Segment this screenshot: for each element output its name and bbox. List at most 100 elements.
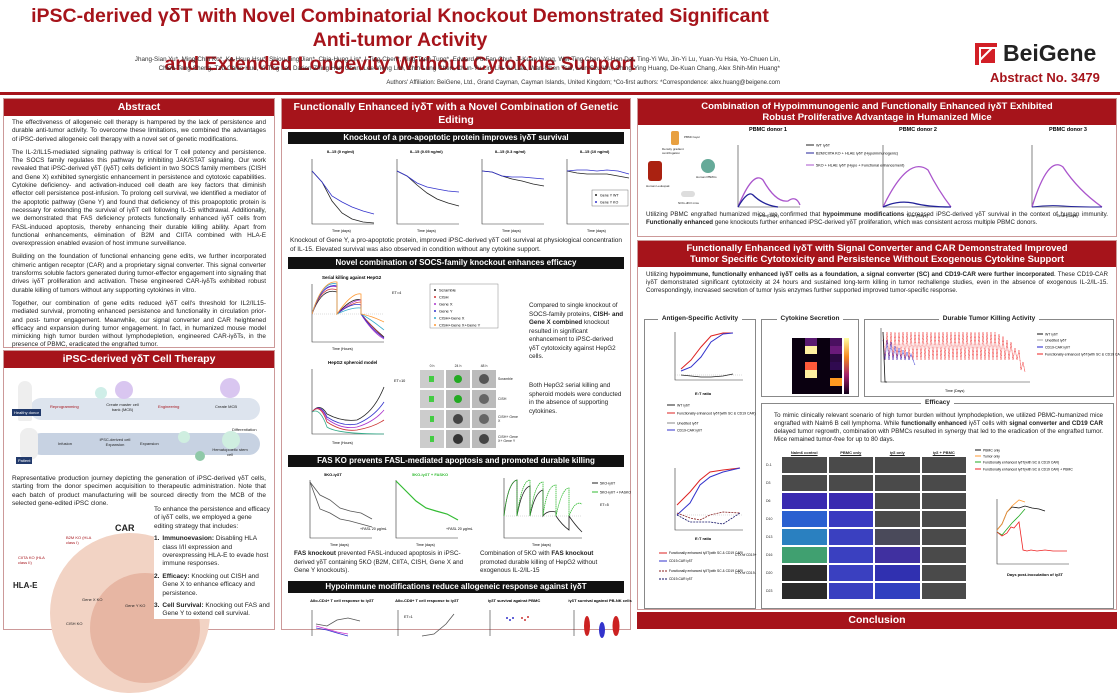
svg-text:Time (Hours): Time (Hours) — [332, 347, 353, 351]
svg-text:5KO-iγδT: 5KO-iγδT — [324, 472, 342, 477]
abstract-body: The effectiveness of allogeneic cell the… — [12, 119, 266, 378]
hypoimmune-section: Allo-CD4+ T cell response to iγδT Allo-C… — [282, 596, 632, 638]
svg-text:5KO + HLAE iγδT (Hypo + Functi: 5KO + HLAE iγδT (Hypo + Functional enhan… — [816, 164, 905, 168]
tube-icon — [671, 131, 679, 145]
logo-mark-icon — [975, 42, 997, 65]
svg-text:PBMC donor 3: PBMC donor 3 — [1049, 127, 1087, 133]
svg-text:WT iγδT: WT iγδT — [816, 144, 831, 148]
svg-text:IL-15 (0.05 ng/ml): IL-15 (0.05 ng/ml) — [410, 149, 443, 154]
abstract-heading: Abstract — [4, 99, 274, 116]
svg-text:PBMC only: PBMC only — [983, 449, 1000, 453]
beigene-logo: BeiGene — [975, 40, 1096, 67]
socs-charts: Serial killing against HepG2 ET=4 Time (… — [311, 275, 499, 445]
humanized-mice-panel: Combination of Hypoimmunogenic and Funct… — [637, 98, 1117, 237]
ivis-imaging-grid: Nalm6 control PBMC only iγδ only iγδ + P… — [766, 450, 966, 608]
svg-text:Time (Days): Time (Days) — [945, 389, 964, 393]
svg-text:Serial killing against HepG2: Serial killing against HepG2 — [322, 275, 382, 280]
svg-text:Functionally enhanced iγδT(wit: Functionally enhanced iγδT(with SC & CD1… — [669, 569, 743, 573]
poster-header: iPSC-derived γδT with Novel Combinatoria… — [0, 0, 1120, 92]
svg-text:PBMC donor 1: PBMC donor 1 — [749, 127, 787, 133]
svg-text:Allo-CD8+ T cell response to i: Allo-CD8+ T cell response to iγδT — [395, 598, 459, 603]
pbmc-workflow-diagram: PBMC layer Density gradient centrifugati… — [646, 129, 726, 209]
heatmap-colorbar — [844, 338, 849, 394]
cytokine-secretion-box: Cytokine Secretion — [761, 315, 859, 397]
gene-edit-cell-diagram: CAR HLA-E B2M KO (HLA class I) CIITA KO … — [10, 513, 210, 693]
svg-text:Time (days): Time (days) — [587, 229, 606, 233]
car-signal-converter-panel: Functionally Enhanced iγδT with Signal C… — [637, 240, 1120, 610]
section-fas-heading: FAS KO prevents FASL-mediated apoptosis … — [288, 455, 624, 467]
svg-text:PBMC donor 2: PBMC donor 2 — [899, 127, 937, 133]
svg-text:Time (Days): Time (Days) — [1056, 213, 1078, 218]
svg-text:ET=4: ET=4 — [392, 291, 401, 295]
svg-text:Time (days): Time (days) — [332, 229, 351, 233]
svg-text:Unedited iγδT: Unedited iγδT — [677, 422, 699, 426]
socs-section: Serial killing against HepG2 ET=4 Time (… — [282, 272, 630, 452]
svg-text:IL-15 (0.3 ng/ml): IL-15 (0.3 ng/ml) — [495, 149, 526, 154]
svg-text:Time (days): Time (days) — [532, 543, 551, 547]
affiliation: Authors' Affiliation: BeiGene, Ltd., Gra… — [386, 80, 780, 86]
blood-bag-icon — [648, 161, 662, 181]
svg-text:CD19-CAR iγδT: CD19-CAR iγδT — [669, 559, 693, 563]
svg-text:Allo-CD4+ T cell response to i: Allo-CD4+ T cell response to iγδT — [310, 598, 374, 603]
car-heading: Functionally Enhanced iγδT with Signal C… — [638, 241, 1116, 267]
svg-text:WT iγδT: WT iγδT — [677, 404, 691, 408]
svg-text:Time (Hours): Time (Hours) — [332, 441, 353, 445]
svg-text:WT iγδT: WT iγδT — [1045, 333, 1059, 337]
svg-text:+FASL 20 µg/mL: +FASL 20 µg/mL — [360, 527, 387, 531]
genetic-editing-panel: Functionally Enhanced iγδT with a Novel … — [281, 98, 632, 638]
genetic-editing-heading: Functionally Enhanced iγδT with a Novel … — [282, 99, 630, 129]
svg-text:Gene X: Gene X — [439, 302, 453, 307]
mouse-icon — [681, 191, 695, 197]
socs-text-2: Both HepG2 serial killing and spheroid m… — [529, 382, 622, 415]
svg-text:CISH+Gene X+Gene Y: CISH+Gene X+Gene Y — [439, 323, 481, 328]
strategy-list: To enhance the persistence and efficacy … — [154, 506, 272, 619]
durable-killing-chart: Time (Days) WT iγδT Unedited iγδT CD19-C… — [880, 328, 1120, 393]
svg-text:Gene Y KO: Gene Y KO — [600, 201, 618, 205]
gene-y-charts: IL-15 (0 ng/ml) IL-15 (0.05 ng/ml) IL-15… — [282, 147, 630, 237]
svg-text:Time (Days): Time (Days) — [906, 213, 928, 218]
svg-text:E:T ratio: E:T ratio — [695, 536, 712, 541]
svg-text:IL-15 (0 ng/ml): IL-15 (0 ng/ml) — [327, 149, 355, 154]
humanized-mice-caption: Utilizing PBMC engrafted humanized mice,… — [646, 211, 1108, 226]
svg-text:HepG2 spheroid model: HepG2 spheroid model — [328, 360, 377, 365]
section-hypoimmune-heading: Hypoimmune modifications reduce allogene… — [288, 581, 624, 593]
svg-text:Days post-inoculation of iγδT: Days post-inoculation of iγδT — [1007, 572, 1064, 577]
conclusion-panel: Conclusion — [637, 612, 1117, 630]
svg-text:Time (days): Time (days) — [502, 229, 521, 233]
svg-text:Unedited iγδT: Unedited iγδT — [1045, 339, 1067, 343]
svg-text:iγδT survival against PB-NK ce: iγδT survival against PB-NK cells — [568, 598, 632, 603]
svg-text:ET=5: ET=5 — [600, 503, 609, 507]
svg-text:Time (days): Time (days) — [416, 543, 435, 547]
efficacy-box: Efficacy To mimic clinically relevant sc… — [761, 399, 1114, 609]
svg-text:CTX of CD19-: CTX of CD19- — [735, 571, 756, 575]
efficacy-text: To mimic clinically relevant scenario of… — [774, 412, 1103, 443]
patient-figure-icon — [20, 428, 38, 460]
fas-section: 5KO-iγδT 5KO-iγδT + FASKO +FASL 20 µg/mL… — [282, 470, 631, 578]
pbmc-donor-charts: PBMC donor 1 PBMC donor 2 PBMC donor 3 T… — [737, 127, 1103, 218]
svg-text:CD19-CAR iγδT: CD19-CAR iγδT — [1045, 346, 1071, 350]
svg-text:Time (days): Time (days) — [330, 543, 349, 547]
svg-text:Gene Y: Gene Y — [439, 309, 453, 314]
abstract-panel: Abstract The effectiveness of allogeneic… — [3, 98, 275, 378]
svg-text:E:T ratio: E:T ratio — [695, 391, 712, 396]
svg-text:CISH+Gene X: CISH+Gene X — [439, 316, 465, 321]
section-gene-y-heading: Knockout of a pro-apoptotic protein impr… — [288, 132, 624, 144]
production-flow-diagram: Healthy donor Patient Reprogramming Crea… — [10, 373, 268, 473]
svg-text:5KO-iγδT + FASKO: 5KO-iγδT + FASKO — [412, 472, 448, 477]
svg-text:IL-15 (10 ng/ml): IL-15 (10 ng/ml) — [580, 149, 610, 154]
svg-text:Functionally enhanced iγδT(wit: Functionally enhanced iγδT(with SC & CD1… — [983, 461, 1059, 465]
fas-charts: 5KO-iγδT 5KO-iγδT + FASKO +FASL 20 µg/mL… — [309, 472, 631, 547]
gene-y-viability-charts: IL-15 (0 ng/ml) IL-15 (0.05 ng/ml) IL-15… — [311, 149, 630, 233]
spheroid-image-grid: 0 h 24 h 48 h Scramble CISH CISH+ Gene X — [420, 364, 530, 448]
section-socs-heading: Novel combination of SOCS-family knockou… — [288, 257, 624, 269]
svg-text:5KO-iγδT + FASKO: 5KO-iγδT + FASKO — [600, 491, 631, 495]
svg-text:B2M/CIITA KO + HLAE iγδT (Hypo: B2M/CIITA KO + HLAE iγδT (Hypoimmunogeni… — [816, 152, 899, 156]
strategy-item: 3. Cell Survival: Knocking out FAS and Ge… — [154, 602, 270, 618]
author-list: Jhang-Sian Yu*, Ming-Chin Ko*, Ke-Hsun H… — [134, 56, 780, 72]
strategy-item: 2. Efficacy: Knocking out CISH and Gene X… — [154, 572, 259, 597]
svg-text:Gene Y WT: Gene Y WT — [600, 194, 619, 198]
antigen-specific-box: Antigen-Specific Activity E:T ratio WT i… — [644, 315, 757, 609]
header-divider — [0, 92, 1120, 95]
poster-title: iPSC-derived γδT with Novel Combinatoria… — [31, 5, 769, 75]
svg-text:Functionally enhanced iγδT(wit: Functionally enhanced iγδT(with SC & CD1… — [1045, 353, 1120, 357]
